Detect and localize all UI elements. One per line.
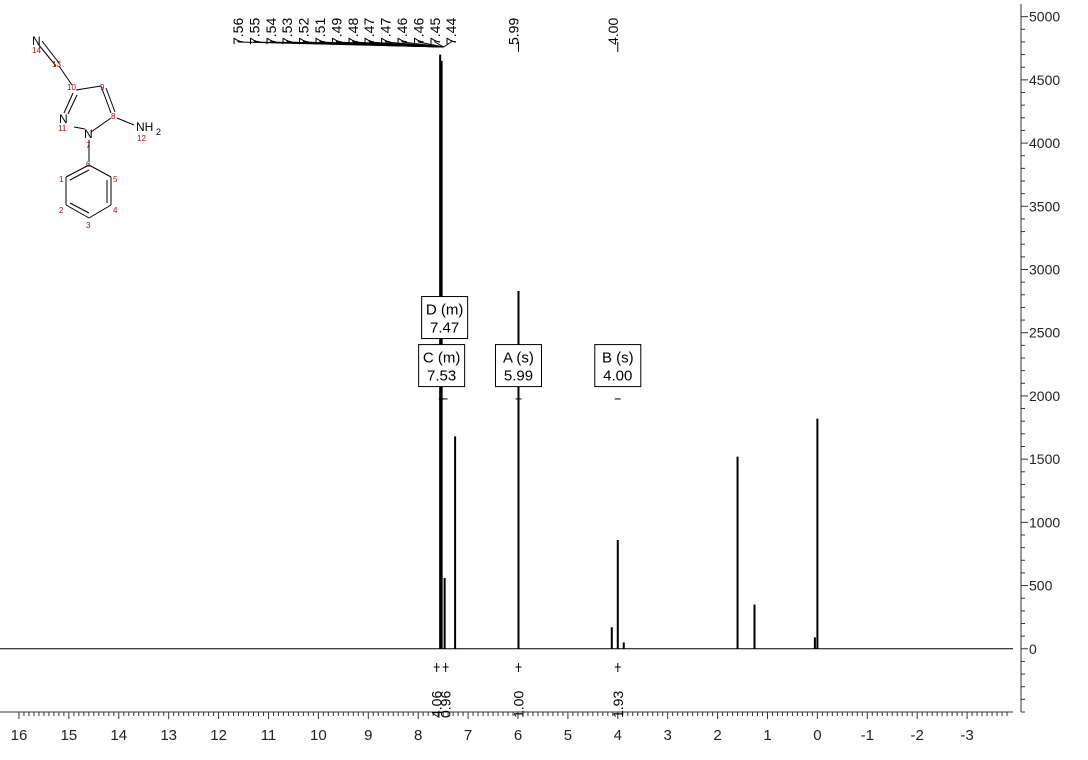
atom-number: 5	[113, 175, 118, 184]
x-tick-label: 16	[11, 727, 28, 744]
atom-number: 1	[59, 175, 64, 184]
peak-shift-label: 7.45	[427, 18, 443, 45]
peak-shift-label: 4.00	[605, 18, 621, 45]
atom-nh2-subscript: 2	[156, 127, 161, 137]
multiplet-box	[594, 344, 642, 388]
x-tick-label: 3	[664, 727, 672, 744]
peak-shift-label: 7.49	[328, 18, 344, 45]
peak-shift-label: 7.53	[279, 18, 295, 45]
peak-shift-label: 7.47	[378, 18, 394, 45]
x-tick-label: -3	[960, 727, 973, 744]
multiplet-box	[421, 296, 469, 340]
peak-label-connector	[443, 41, 452, 48]
peak-shift-label: 7.46	[394, 18, 410, 45]
atom-n11: N	[59, 112, 68, 126]
y-tick-label: 3500	[1029, 198, 1060, 214]
multiplet-box	[494, 344, 542, 388]
chart-axes: 5000450040003500300025002000150010005000…	[0, 4, 1060, 744]
y-tick-label: 4500	[1029, 72, 1060, 88]
molecule-structure: N N N NH 2 1 2 3 4 5 6 7 8 9 10 11 12 13…	[32, 34, 161, 230]
atom-number: 10	[67, 83, 76, 92]
peak-shift-label: 7.44	[443, 18, 459, 45]
peak-shift-label: 7.48	[345, 18, 361, 45]
molecule-atom-labels: N N N NH 2	[32, 34, 161, 141]
multiplet-label: A (s)	[503, 350, 534, 367]
x-tick-label: 5	[564, 727, 572, 744]
integral-value: 1.93	[610, 691, 626, 718]
multiplet-shift: 5.99	[504, 368, 533, 385]
atom-n7: N	[84, 127, 93, 141]
peak-label-connector	[434, 41, 444, 48]
atom-number: 2	[59, 206, 64, 215]
atom-number: 11	[58, 124, 67, 133]
x-tick-label: 8	[414, 727, 422, 744]
y-tick-label: 3000	[1029, 262, 1060, 278]
y-tick-label: 1500	[1029, 451, 1060, 467]
peak-shift-label: 7.46	[410, 18, 426, 45]
peak-shift-label: 7.54	[263, 18, 279, 45]
multiplet-label: B (s)	[602, 350, 634, 367]
peak-shift-label: 5.99	[505, 18, 521, 45]
integral-value: 0.96	[438, 691, 454, 718]
peak-shift-label: 7.51	[312, 18, 328, 45]
x-tick-label: 14	[110, 727, 127, 744]
multiplet-shift: 7.53	[427, 368, 456, 385]
y-tick-label: 1000	[1029, 514, 1060, 530]
atom-n14: N	[32, 34, 41, 48]
multiplet-shift: 4.00	[603, 368, 632, 385]
peak-shift-label: 7.52	[296, 18, 312, 45]
peak-label-connector	[401, 41, 444, 48]
atom-number: 14	[32, 46, 41, 55]
peak-shift-label: 7.56	[230, 18, 246, 45]
x-tick-label: 4	[614, 727, 622, 744]
x-tick-label: 0	[813, 727, 821, 744]
multiplet-label: C (m)	[423, 350, 461, 367]
atom-number: 6	[86, 160, 91, 169]
multiplet-shift: 7.47	[430, 320, 459, 337]
peak-label-connector	[418, 41, 444, 48]
x-tick-label: -1	[861, 727, 874, 744]
molecule-atom-numbers: 1 2 3 4 5 6 7 8 9 10 11 12 13 14	[32, 46, 146, 230]
atom-nh2: NH	[136, 120, 153, 134]
atom-number: 12	[137, 134, 146, 143]
x-tick-label: 11	[261, 727, 277, 744]
multiplet-box	[418, 344, 466, 388]
x-tick-label: 1	[763, 727, 771, 744]
atom-number: 3	[86, 221, 91, 230]
x-tick-label: 15	[61, 727, 78, 744]
y-tick-label: 0	[1029, 641, 1037, 657]
y-tick-label: 5000	[1029, 9, 1060, 25]
x-tick-label: -2	[911, 727, 924, 744]
atom-number: 9	[100, 83, 105, 92]
y-tick-label: 500	[1029, 578, 1053, 594]
integral-value: 4.06	[429, 691, 445, 718]
multiplet-label: D (m)	[426, 302, 464, 319]
y-tick-label: 4000	[1029, 135, 1060, 151]
x-tick-label: 12	[210, 727, 227, 744]
molecule-bonds	[37, 40, 135, 219]
y-tick-label: 2000	[1029, 388, 1060, 404]
y-tick-label: 2500	[1029, 325, 1060, 341]
atom-number: 8	[111, 112, 116, 121]
peak-shift-label: 7.55	[246, 18, 262, 45]
x-tick-label: 10	[310, 727, 327, 744]
atom-number: 13	[52, 60, 61, 69]
x-tick-label: 13	[160, 727, 177, 744]
x-tick-label: 6	[514, 727, 522, 744]
x-tick-label: 9	[364, 727, 372, 744]
x-tick-label: 2	[713, 727, 721, 744]
peak-shift-label: 7.47	[361, 18, 377, 45]
x-tick-label: 7	[464, 727, 472, 744]
atom-number: 4	[113, 206, 118, 215]
atom-number: 7	[86, 141, 91, 150]
integral-value: 1.00	[510, 691, 526, 718]
